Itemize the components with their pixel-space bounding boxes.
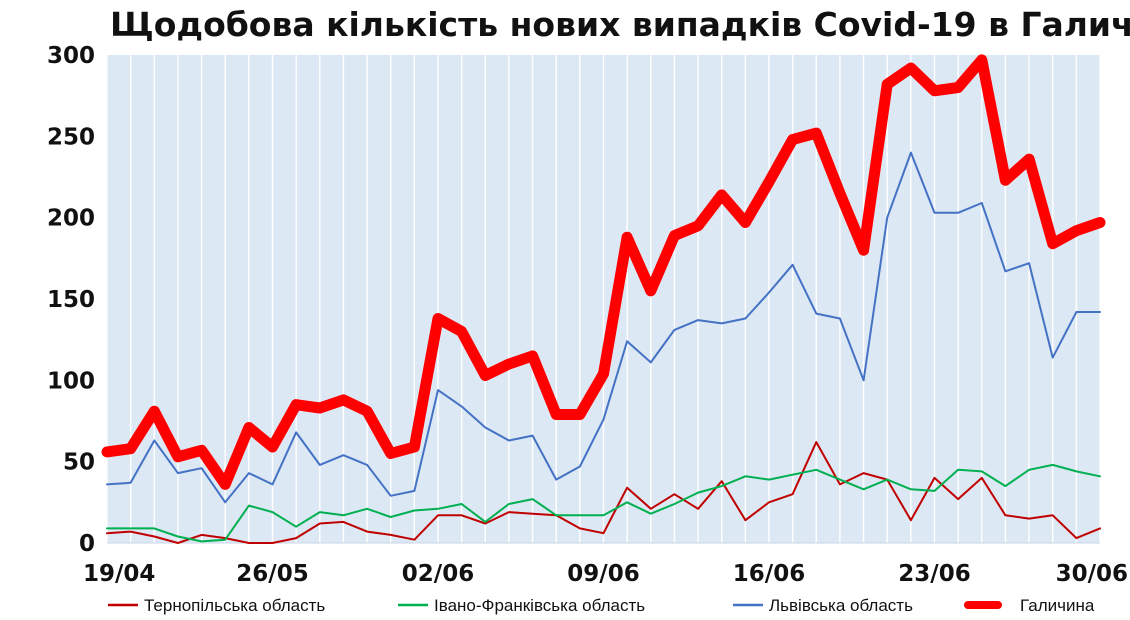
y-axis: 0 50 100 150 200 250 300 — [47, 43, 95, 557]
y-tick-label: 200 — [47, 206, 95, 232]
chart-title: Щодобова кількість нових випадків Covid-… — [110, 5, 1130, 44]
x-tick-label: 02/06 — [402, 561, 474, 587]
y-tick-label: 150 — [47, 287, 95, 313]
series-line-1 — [106, 441, 1101, 544]
x-tick-label: 23/06 — [898, 561, 970, 587]
x-tick-label: 26/05 — [236, 561, 308, 587]
series-line-3 — [106, 151, 1101, 504]
legend-label: Тернопільська область — [144, 596, 325, 615]
series-line-2 — [106, 463, 1101, 543]
x-tick-label: 19/04 — [83, 561, 155, 587]
x-tick-label: 30/06 — [1056, 561, 1128, 587]
x-tick-label: 09/06 — [567, 561, 639, 587]
series-line-4 — [101, 54, 1106, 490]
y-tick-label: 250 — [47, 124, 95, 150]
legend-label: Львівська область — [769, 596, 913, 615]
y-tick-label: 300 — [47, 43, 95, 69]
legend-label: Івано-Франківська область — [434, 596, 645, 615]
y-tick-label: 50 — [63, 450, 95, 476]
y-tick-label: 0 — [79, 531, 95, 557]
y-tick-label: 100 — [47, 368, 95, 394]
series-lines — [101, 54, 1106, 544]
legend: Тернопільська область Івано-Франківська о… — [108, 596, 1095, 615]
x-axis: 19/04 26/05 02/06 09/06 16/06 23/06 30/06 — [83, 561, 1128, 587]
legend-label: Галичина — [1020, 596, 1095, 615]
grid-lines — [106, 55, 1101, 544]
x-tick-label: 16/06 — [733, 561, 805, 587]
